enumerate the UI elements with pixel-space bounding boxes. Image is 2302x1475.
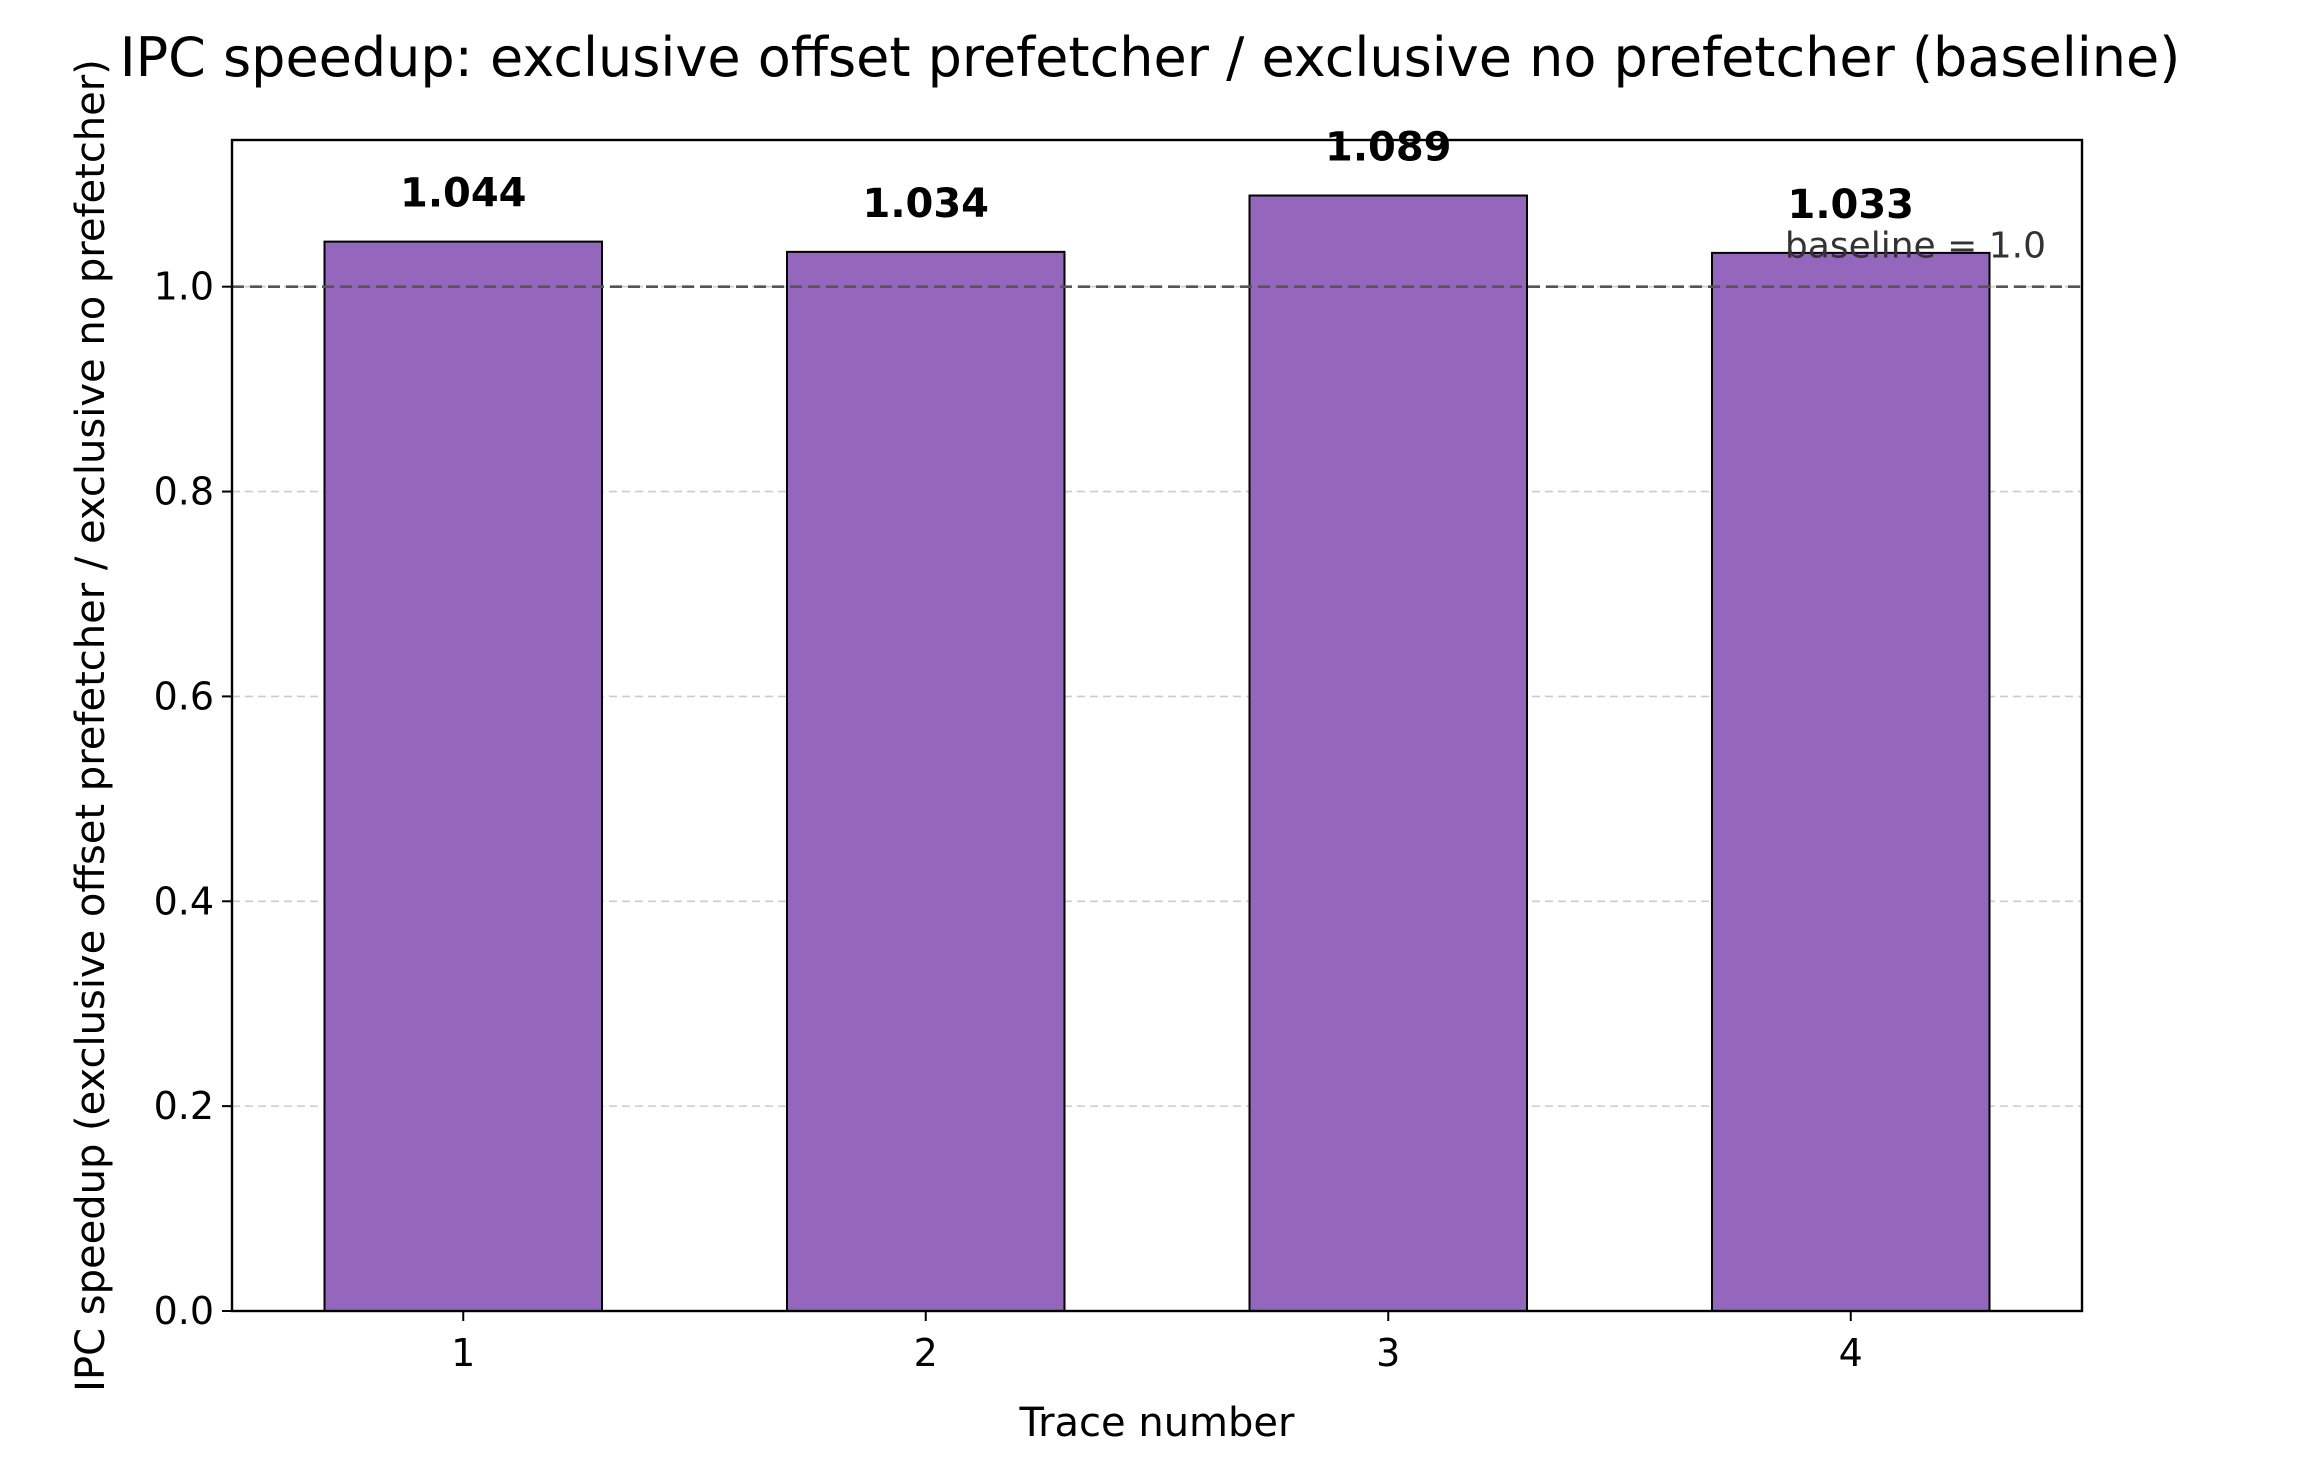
- bar-value-label: 1.089: [1325, 125, 1452, 171]
- x-tick-label: 4: [1839, 1331, 1863, 1375]
- y-tick-label: 0.0: [154, 1289, 214, 1333]
- plot-frame: [230, 138, 2084, 1313]
- baseline-layer: baseline = 1.0: [232, 226, 2082, 288]
- y-tick-label: 1.0: [154, 265, 214, 309]
- value-labels: 1.044 1.034 1.089 1.033: [400, 125, 1914, 228]
- x-tick-label: 3: [1376, 1331, 1400, 1375]
- bar-value-label: 1.044: [400, 171, 527, 217]
- bar: [1248, 194, 1528, 1312]
- y-axis: 0.0 0.2 0.4 0.6 0.8 1.0: [154, 265, 232, 1333]
- y-axis-label: IPC speedup (exclusive offset prefetcher…: [68, 59, 114, 1392]
- x-axis-label: Trace number: [1019, 1400, 1295, 1446]
- y-tick-label: 0.4: [154, 879, 214, 923]
- x-tick-label: 1: [451, 1331, 475, 1375]
- chart-title: IPC speedup: exclusive offset prefetcher…: [120, 26, 2181, 89]
- bars: [323, 194, 1991, 1313]
- bar-value-label: 1.033: [1787, 182, 1914, 228]
- bar: [1711, 251, 1991, 1313]
- baseline-label: baseline = 1.0: [1785, 226, 2046, 267]
- y-tick-label: 0.6: [154, 674, 214, 718]
- bar: [786, 250, 1066, 1313]
- y-tick-label: 0.2: [154, 1084, 214, 1128]
- bar: [323, 240, 603, 1313]
- y-tick-label: 0.8: [154, 470, 214, 514]
- x-tick-label: 2: [914, 1331, 938, 1375]
- x-axis: 1 2 3 4: [451, 1311, 1863, 1375]
- bar-value-label: 1.034: [862, 181, 989, 227]
